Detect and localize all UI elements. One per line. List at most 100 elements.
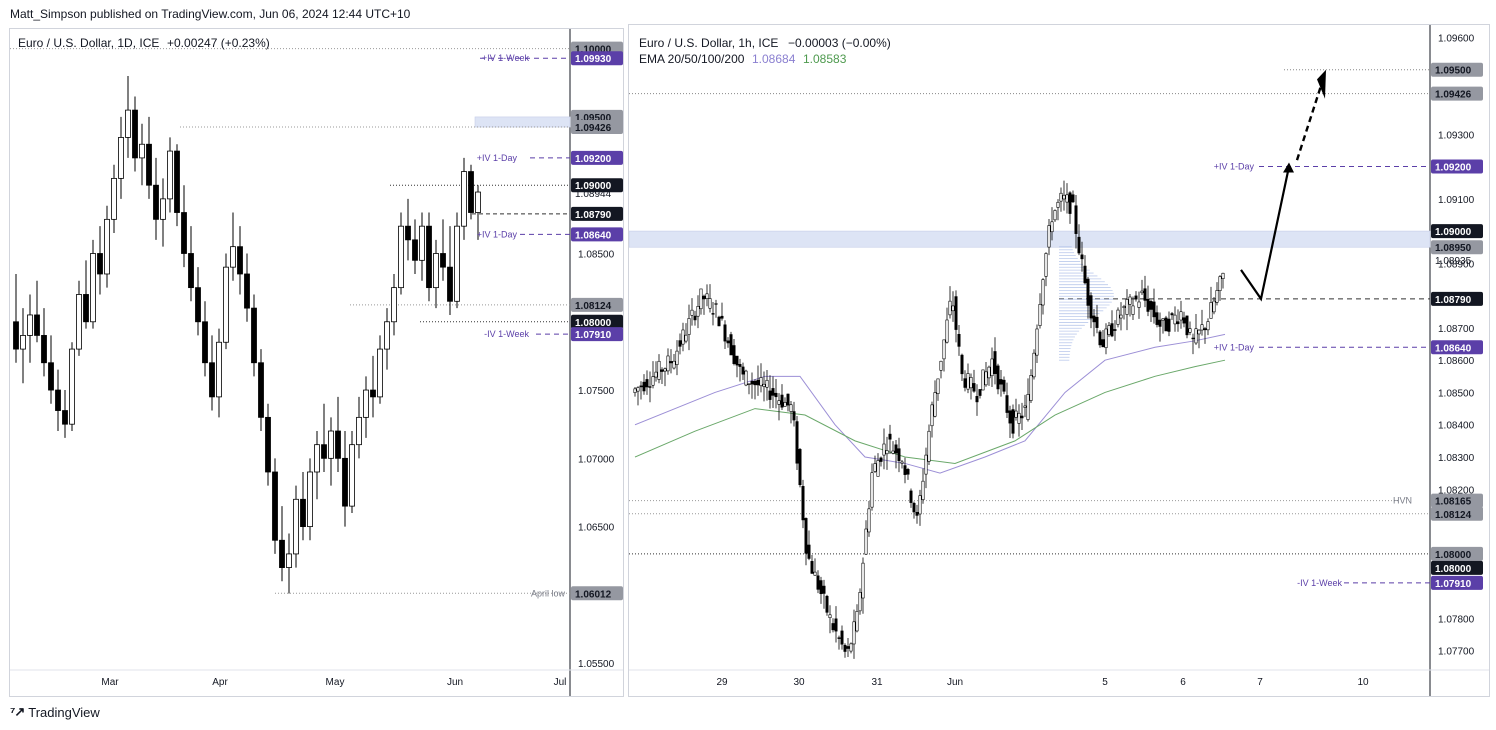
candle-body <box>209 362 215 398</box>
hourly-chart-panel[interactable]: 1.09600 1.09300 1.09100 1.08900 1.08700 1.086… <box>628 24 1490 697</box>
candle-body <box>969 377 973 389</box>
candle-body <box>906 469 910 475</box>
candle-body <box>447 266 453 302</box>
price-tick-label: 1.09100 <box>1438 195 1475 206</box>
candle-body <box>1125 299 1129 315</box>
candle-body <box>1173 314 1177 325</box>
publisher-line: Matt_Simpson published on TradingView.co… <box>10 7 411 21</box>
candle-body <box>726 340 730 344</box>
candle-body <box>774 392 778 398</box>
price-label: 1.08950 <box>1435 243 1472 254</box>
candle-body <box>651 376 655 386</box>
footer-brand[interactable]: ⁷↗ TradingView <box>10 704 100 720</box>
price-label-badge <box>571 327 623 342</box>
candle-body <box>693 315 697 321</box>
candle-body <box>461 171 467 227</box>
price-label-badge <box>1431 493 1483 508</box>
candle-body <box>960 354 964 375</box>
price-label: 1.09426 <box>575 123 612 134</box>
time-tick-label: Apr <box>212 677 228 688</box>
candle-body <box>1161 318 1165 321</box>
candle-body <box>750 380 754 385</box>
price-label: 1.08640 <box>575 230 612 241</box>
candle-body <box>132 109 138 159</box>
candle-body <box>433 253 439 289</box>
candle-body <box>1170 313 1174 316</box>
price-label-badge <box>571 227 623 242</box>
candle-body <box>714 303 718 305</box>
iv-annotation: +IV 1-Week <box>482 53 530 63</box>
candle-body <box>882 443 886 456</box>
candle-body <box>771 388 775 396</box>
price-label-badge <box>1431 159 1483 174</box>
candle-body <box>1194 328 1198 344</box>
candle-body <box>13 321 19 350</box>
candle-body <box>370 389 376 398</box>
candle-body <box>1020 415 1024 419</box>
candle-body <box>174 150 180 213</box>
candle-body <box>1134 295 1138 300</box>
candle-body <box>654 371 658 378</box>
candle-body <box>753 380 757 386</box>
candle-body <box>789 404 793 412</box>
iv-annotation: +IV 1-Day <box>477 229 518 239</box>
candle-body <box>675 350 679 365</box>
candle-body <box>1158 319 1162 327</box>
candle-body <box>816 575 820 590</box>
candle-body <box>279 539 285 568</box>
hourly-chart-canvas[interactable]: 1.09600 1.09300 1.09100 1.08900 1.08700 1.086… <box>628 25 1489 696</box>
price-label-badge <box>571 586 623 601</box>
candle-body <box>314 444 320 473</box>
candle-body <box>924 454 928 475</box>
price-label: 1.09200 <box>575 154 612 165</box>
candle-body <box>83 294 89 323</box>
candle-body <box>468 171 474 213</box>
candle-body <box>1098 331 1102 346</box>
candle-body <box>440 253 446 268</box>
candle-body <box>1140 290 1144 294</box>
candle-body <box>930 404 934 427</box>
candle-body <box>858 592 862 612</box>
footer-brand-text: TradingView <box>28 704 100 720</box>
projection-dashed-arrow <box>1295 82 1324 161</box>
candle-body <box>55 389 61 411</box>
candle-body <box>927 430 931 462</box>
candle-body <box>356 416 362 446</box>
candle-body <box>1005 395 1009 413</box>
daily-chart-panel[interactable]: 1.07500 1.07000 1.06500 1.05500 1.08500 Mar A… <box>9 28 624 697</box>
candle-body <box>777 400 781 405</box>
candle-body <box>942 339 946 360</box>
candle-body <box>915 511 919 516</box>
candle-body <box>909 490 913 503</box>
candle-body <box>146 143 152 186</box>
candle-body <box>1014 410 1018 418</box>
ema-indicator-label[interactable]: EMA 20/50/100/200 <box>639 52 745 66</box>
candle-body <box>216 341 222 398</box>
candle-body <box>258 362 264 418</box>
candle-body <box>1122 306 1126 308</box>
candle-body <box>759 377 763 387</box>
price-label-badge <box>1431 560 1483 575</box>
price-label-badge <box>571 51 623 66</box>
price-label-badge <box>1431 506 1483 521</box>
candle-body <box>1074 205 1078 234</box>
candle-body <box>810 561 814 574</box>
candle-body <box>363 389 369 418</box>
candle-body <box>1110 323 1114 337</box>
candle-body <box>1080 254 1084 260</box>
candle-body <box>864 528 868 555</box>
candle-body <box>876 460 880 477</box>
daily-chart-canvas[interactable]: 1.07500 1.07000 1.06500 1.05500 1.08500 Mar A… <box>10 29 623 696</box>
candle-body <box>27 314 33 336</box>
candle-body <box>1191 337 1195 340</box>
price-label: 1.08944 <box>575 189 612 200</box>
candle-body <box>678 340 682 347</box>
candle-body <box>1119 314 1123 319</box>
candle-body <box>984 371 988 386</box>
price-tick-label: 1.08400 <box>1438 421 1475 432</box>
price-label: 1.08790 <box>1435 295 1472 306</box>
candle-body <box>377 348 383 398</box>
candle-body <box>1062 194 1066 200</box>
time-tick-label: Mar <box>101 677 119 688</box>
candle-body <box>97 253 103 275</box>
